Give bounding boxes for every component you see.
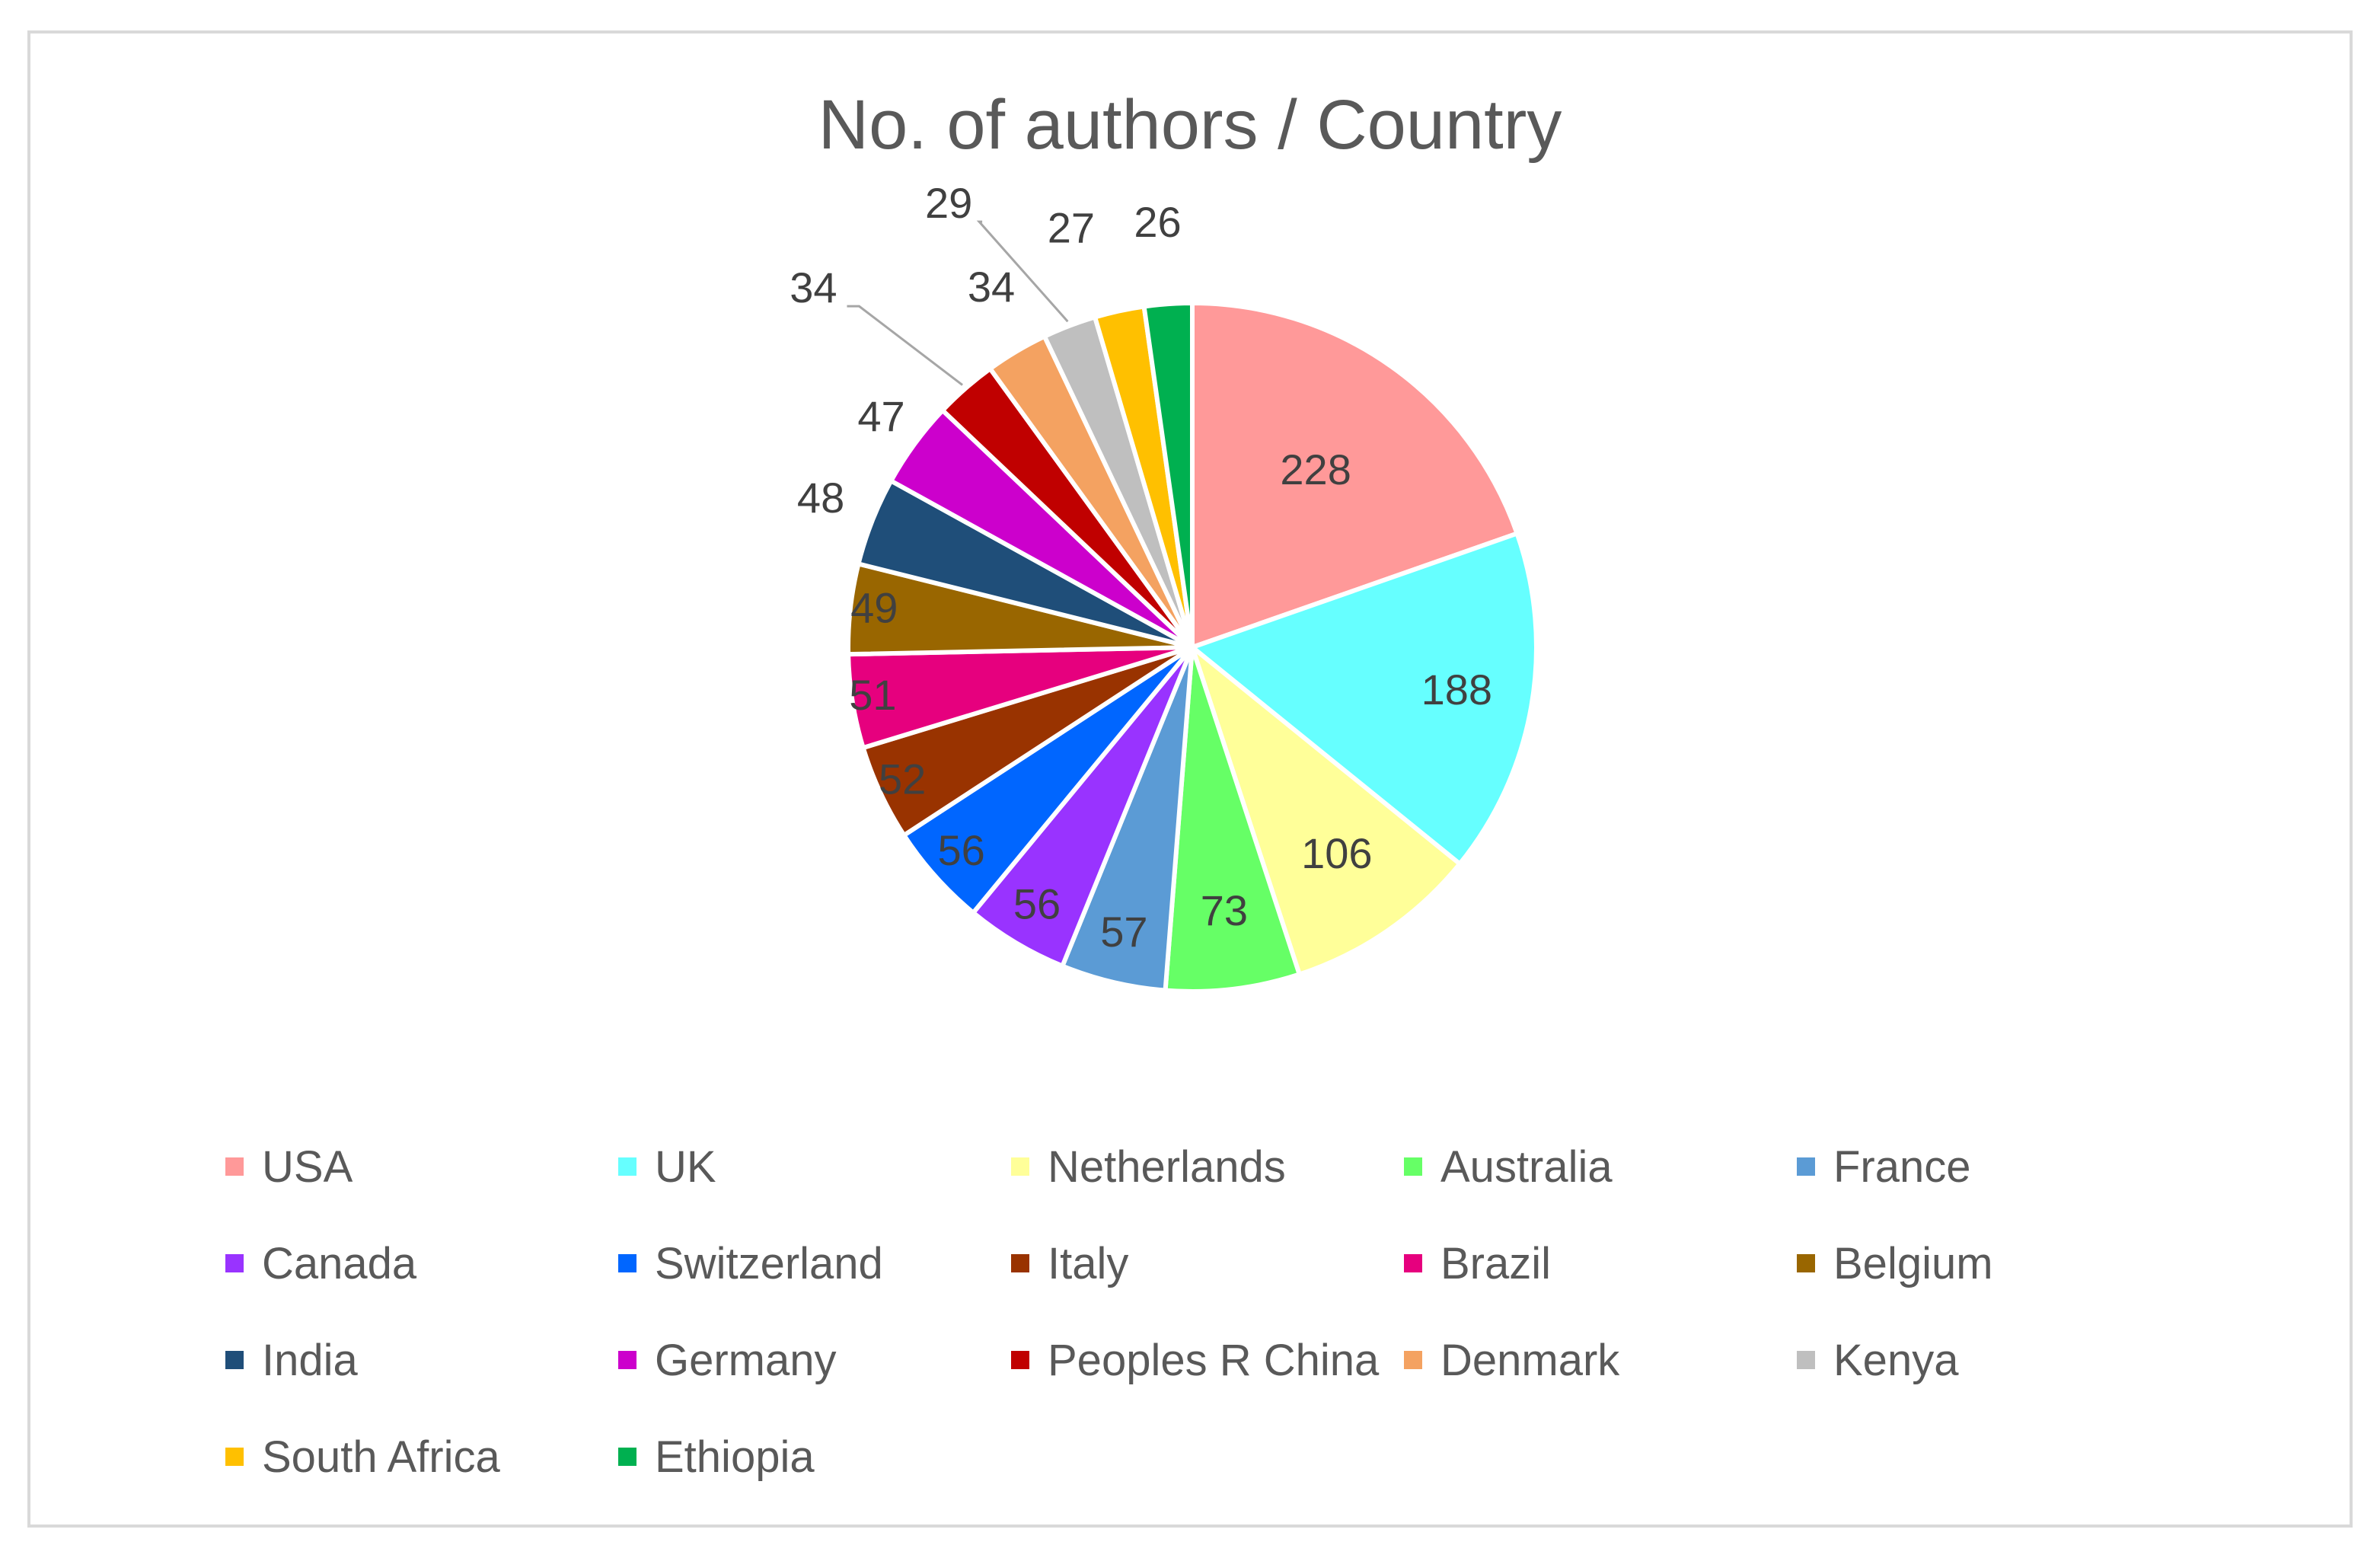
data-label-peoples-r-china: 34: [790, 263, 837, 311]
legend-label: France: [1833, 1141, 1971, 1192]
legend-item-netherlands: Netherlands: [1011, 1136, 1286, 1197]
legend-item-france: France: [1797, 1136, 1971, 1197]
pie-slice-netherlands: [1187, 640, 1463, 978]
legend-label: Italy: [1048, 1238, 1129, 1288]
legend-item-denmark: Denmark: [1404, 1330, 1619, 1390]
data-label-denmark: 34: [968, 263, 1015, 311]
legend-item-canada: Canada: [225, 1233, 416, 1294]
data-label-france: 57: [1100, 908, 1147, 956]
data-label-kenya: 29: [925, 179, 972, 227]
legend-label: Denmark: [1440, 1335, 1620, 1385]
legend-label: Peoples R China: [1048, 1335, 1380, 1385]
legend-label: USA: [262, 1141, 353, 1192]
pie-slice-ethiopia: [1141, 300, 1195, 648]
data-label-usa: 228: [1280, 445, 1351, 493]
pie-slice-uk: [1187, 530, 1539, 867]
legend-label: Australia: [1440, 1141, 1613, 1192]
legend-item-switzerland: Switzerland: [618, 1233, 883, 1294]
data-label-belgium: 49: [850, 584, 898, 632]
legend-label: Switzerland: [655, 1238, 883, 1288]
legend-item-italy: Italy: [1011, 1233, 1128, 1294]
legend-swatch: [1797, 1351, 1815, 1369]
legend-swatch: [1011, 1351, 1029, 1369]
legend-label: Belgium: [1833, 1238, 1993, 1288]
legend-label: Canada: [262, 1238, 417, 1288]
data-label-italy: 52: [879, 755, 926, 803]
legend-swatch: [1011, 1157, 1029, 1176]
legend-item-usa: USA: [225, 1136, 353, 1197]
legend-label: Ethiopia: [655, 1432, 815, 1482]
legend-swatch: [618, 1254, 636, 1272]
legend-label: Kenya: [1833, 1335, 1959, 1385]
legend-label: South Africa: [262, 1432, 500, 1482]
data-label-uk: 188: [1421, 666, 1492, 714]
legend-swatch: [1404, 1351, 1422, 1369]
data-label-australia: 73: [1201, 886, 1248, 934]
legend-label: India: [262, 1335, 358, 1385]
data-label-india: 48: [797, 474, 844, 522]
legend-swatch: [1404, 1254, 1422, 1272]
legend-label: UK: [655, 1141, 716, 1192]
legend-swatch: [225, 1448, 244, 1466]
data-label-germany: 47: [857, 392, 904, 440]
legend-item-brazil: Brazil: [1404, 1233, 1551, 1294]
legend-swatch: [1797, 1157, 1815, 1176]
legend-swatch: [618, 1157, 636, 1176]
legend-item-ethiopia: Ethiopia: [618, 1426, 815, 1487]
legend-item-australia: Australia: [1404, 1136, 1613, 1197]
legend-label: Germany: [655, 1335, 837, 1385]
data-label-netherlands: 106: [1301, 829, 1372, 877]
leader-line-peoples-r-china: [847, 305, 963, 386]
legend-label: Brazil: [1440, 1238, 1552, 1288]
legend-item-kenya: Kenya: [1797, 1330, 1958, 1390]
data-label-canada: 56: [1013, 880, 1061, 927]
legend-label: Netherlands: [1048, 1141, 1286, 1192]
data-label-south-africa: 27: [1048, 204, 1095, 252]
leader-line-kenya: [976, 220, 1069, 323]
legend-item-uk: UK: [618, 1136, 716, 1197]
legend-item-india: India: [225, 1330, 358, 1390]
legend-swatch: [1797, 1254, 1815, 1272]
legend-swatch: [618, 1448, 636, 1466]
legend-swatch: [225, 1254, 244, 1272]
legend-swatch: [225, 1351, 244, 1369]
legend-swatch: [618, 1351, 636, 1369]
legend-swatch: [1011, 1254, 1029, 1272]
legend-item-belgium: Belgium: [1797, 1233, 1993, 1294]
legend-swatch: [225, 1157, 244, 1176]
legend-item-germany: Germany: [618, 1330, 837, 1390]
legend-item-peoples-r-china: Peoples R China: [1011, 1330, 1379, 1390]
legend-swatch: [1404, 1157, 1422, 1176]
chart-title: No. of authors / Country: [818, 86, 1562, 164]
data-label-switzerland: 56: [938, 826, 985, 874]
pie-slice-australia: [1163, 647, 1303, 994]
legend-item-south-africa: South Africa: [225, 1426, 500, 1487]
data-label-ethiopia: 26: [1134, 198, 1181, 246]
data-label-brazil: 51: [849, 671, 896, 719]
